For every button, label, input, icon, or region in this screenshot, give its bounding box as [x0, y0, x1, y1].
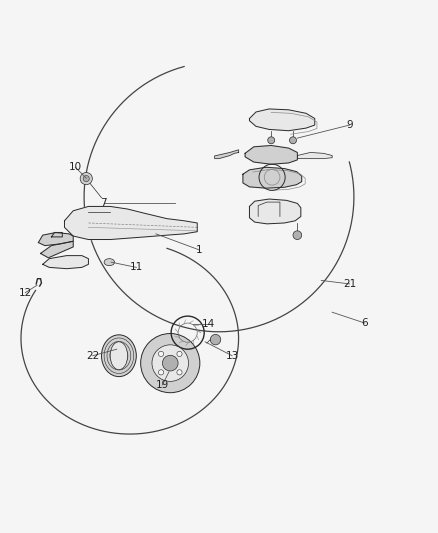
Circle shape — [141, 334, 200, 393]
Text: 14: 14 — [201, 319, 215, 329]
Polygon shape — [250, 109, 315, 131]
Ellipse shape — [102, 335, 136, 377]
Text: 9: 9 — [346, 120, 353, 130]
Polygon shape — [215, 150, 239, 158]
Polygon shape — [250, 199, 301, 224]
Circle shape — [159, 370, 164, 375]
Circle shape — [268, 137, 275, 144]
Polygon shape — [245, 146, 297, 164]
Circle shape — [162, 356, 178, 371]
Polygon shape — [51, 232, 62, 237]
Polygon shape — [41, 241, 73, 258]
Circle shape — [80, 173, 92, 184]
Circle shape — [293, 231, 302, 239]
Circle shape — [210, 334, 221, 345]
Polygon shape — [39, 232, 73, 246]
Polygon shape — [43, 256, 88, 269]
Polygon shape — [64, 206, 197, 239]
Text: 12: 12 — [19, 288, 32, 297]
Text: 7: 7 — [100, 198, 107, 207]
Text: 21: 21 — [343, 279, 356, 289]
Text: 22: 22 — [86, 351, 99, 361]
Text: 11: 11 — [130, 262, 143, 272]
Polygon shape — [243, 167, 302, 188]
Text: 10: 10 — [69, 162, 82, 172]
Circle shape — [177, 370, 182, 375]
Text: 1: 1 — [196, 245, 203, 255]
Circle shape — [177, 351, 182, 357]
Text: 13: 13 — [226, 351, 239, 361]
Ellipse shape — [110, 342, 127, 370]
Polygon shape — [297, 152, 332, 158]
Circle shape — [83, 175, 89, 182]
Circle shape — [290, 137, 297, 144]
Circle shape — [159, 351, 164, 357]
Text: 6: 6 — [361, 318, 368, 328]
Ellipse shape — [104, 259, 115, 265]
Text: 19: 19 — [156, 380, 169, 390]
Circle shape — [152, 345, 188, 382]
